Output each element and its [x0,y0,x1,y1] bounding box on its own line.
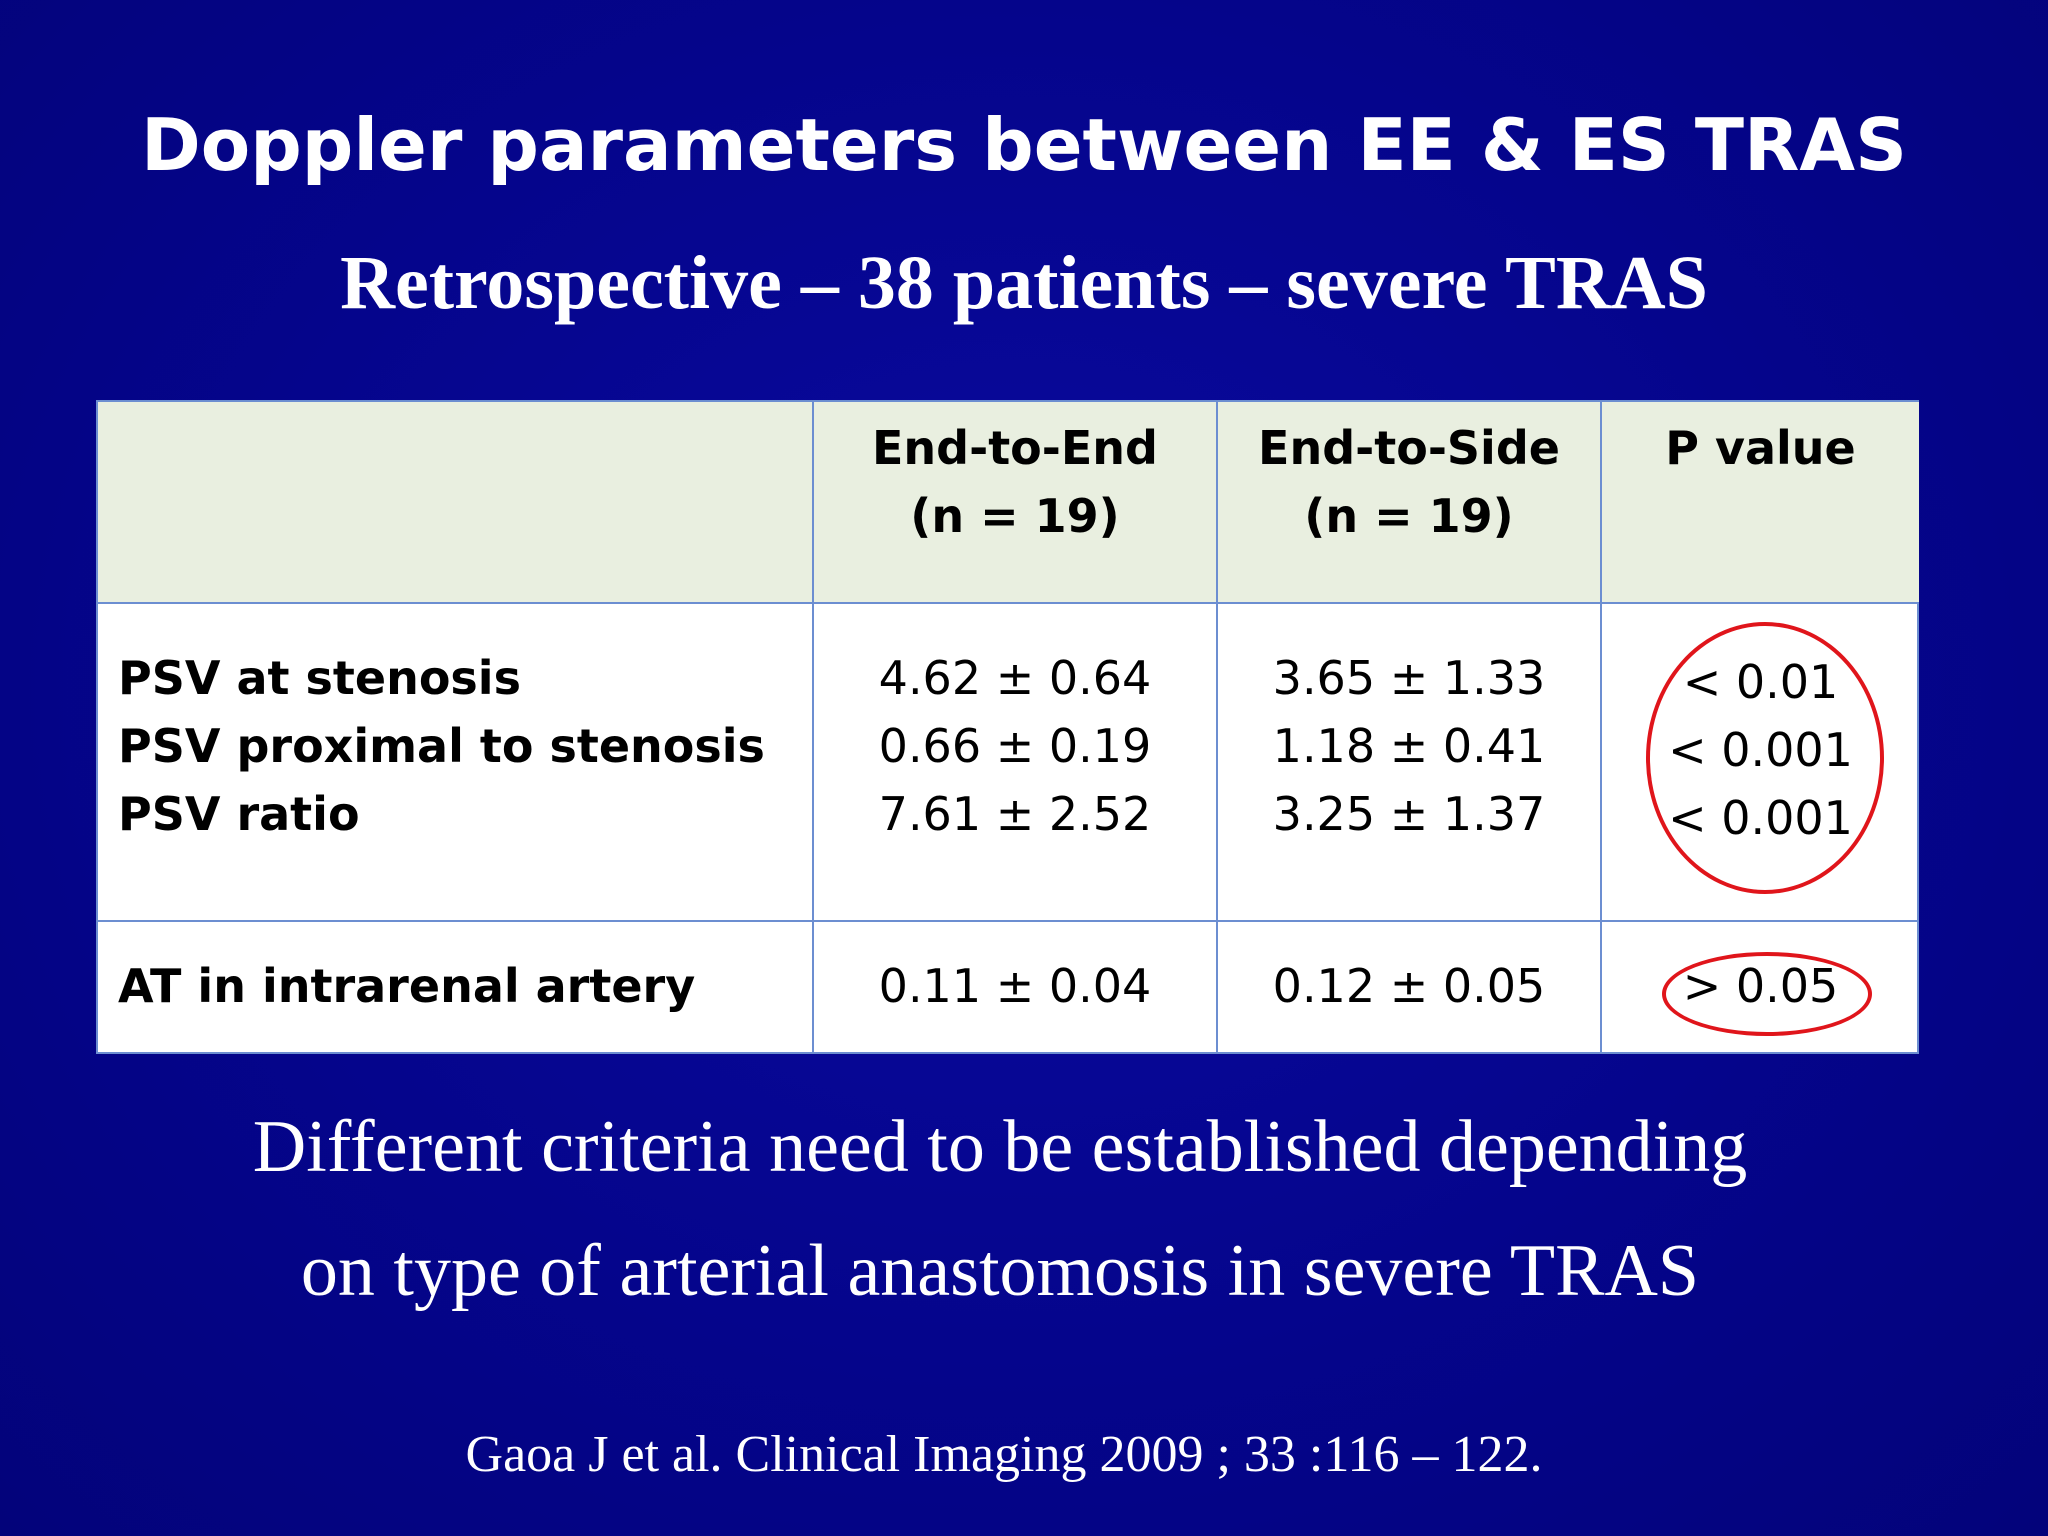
header-empty-cell [98,402,814,604]
slide-subtitle: Retrospective – 38 patients – severe TRA… [340,241,1708,325]
value-ee-psv-ratio: 7.61 ± 2.52 [878,787,1152,841]
psv-end-to-side-cell: 3.65 ± 1.33 1.18 ± 0.41 3.25 ± 1.37 [1218,604,1602,922]
psv-p-value-cell: < 0.01 < 0.001 < 0.001 [1602,604,1919,922]
row-label-psv-at-stenosis: PSV at stenosis [118,651,521,705]
value-ee-psv-proximal: 0.66 ± 0.19 [878,719,1152,773]
at-end-to-end-cell: 0.11 ± 0.04 [814,922,1218,1052]
p-value-psv-at-stenosis: < 0.01 [1682,655,1839,709]
p-value-psv-ratio: < 0.001 [1668,791,1853,845]
citation: Gaoa J et al. Clinical Imaging 2009 ; 33… [465,1426,1543,1483]
row-label-at-intrarenal: AT in intrarenal artery [118,959,696,1013]
value-ee-psv-at-stenosis: 4.62 ± 0.64 [878,651,1152,705]
header-end-to-side-label: End-to-Side [1258,421,1560,475]
p-value-psv-proximal: < 0.001 [1668,723,1853,777]
header-end-to-end-n: (n = 19) [910,489,1120,543]
value-es-psv-proximal: 1.18 ± 0.41 [1272,719,1546,773]
comparison-table: End-to-End (n = 19) End-to-Side (n = 19)… [96,400,1919,1054]
header-end-to-end: End-to-End (n = 19) [814,402,1218,604]
header-p-value: P value [1602,402,1919,604]
header-end-to-end-label: End-to-End [872,421,1158,475]
row-label-psv-ratio: PSV ratio [118,787,360,841]
value-es-at-intrarenal: 0.12 ± 0.05 [1272,959,1546,1013]
header-end-to-side-n: (n = 19) [1304,489,1514,543]
value-es-psv-ratio: 3.25 ± 1.37 [1272,787,1546,841]
slide-title: Doppler parameters between EE & ES TRAS [141,103,1907,187]
at-end-to-side-cell: 0.12 ± 0.05 [1218,922,1602,1052]
psv-end-to-end-cell: 4.62 ± 0.64 0.66 ± 0.19 7.61 ± 2.52 [814,604,1218,922]
conclusion-line-2: on type of arterial anastomosis in sever… [300,1230,1700,1312]
p-value-at-intrarenal: > 0.05 [1682,959,1839,1013]
row-label-psv-proximal: PSV proximal to stenosis [118,719,765,773]
header-end-to-side: End-to-Side (n = 19) [1218,402,1602,604]
header-p-value-label: P value [1665,421,1856,475]
value-ee-at-intrarenal: 0.11 ± 0.04 [878,959,1152,1013]
value-es-psv-at-stenosis: 3.65 ± 1.33 [1272,651,1546,705]
psv-labels-cell: PSV at stenosis PSV proximal to stenosis… [98,604,814,922]
conclusion-line-1: Different criteria need to be establishe… [252,1106,1748,1188]
at-p-value-cell: > 0.05 [1602,922,1919,1052]
at-label-cell: AT in intrarenal artery [98,922,814,1052]
conclusion-text: Different criteria need to be establishe… [0,1085,2000,1333]
